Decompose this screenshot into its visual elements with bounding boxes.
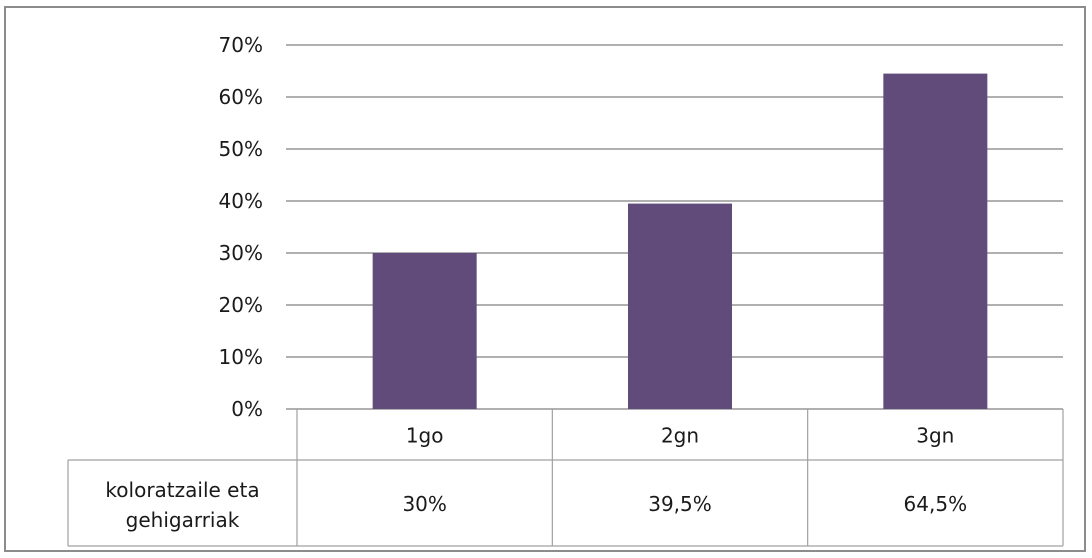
bar-1go [372, 253, 477, 409]
y-tick-label: 60% [219, 85, 263, 109]
y-tick-label: 30% [219, 241, 263, 265]
series-name-line: gehigarriak [126, 508, 240, 532]
category-label: 2gn [661, 424, 699, 448]
value-cell: 30% [402, 492, 446, 516]
bar-chart: 0% 10% 20% 30% 40% 50% 60% 70% 1go 2gn 3gn 30% 39,5… [67, 33, 1064, 547]
data-table: 1go 2gn 3gn 30% 39,5% 64,5% koloratzaile eta ge… [67, 409, 1064, 547]
series-name-line: koloratzaile eta [105, 478, 259, 502]
chart-frame: 0% 10% 20% 30% 40% 50% 60% 70% 1go 2gn 3gn 30% 39,5… [4, 6, 1086, 552]
y-tick-label: 0% [231, 397, 263, 421]
series-name: koloratzaile eta gehigarriak [105, 478, 259, 532]
bars [372, 73, 988, 409]
y-tick-label: 50% [219, 137, 263, 161]
y-axis-ticks: 0% 10% 20% 30% 40% 50% 60% 70% [219, 33, 263, 421]
y-tick-label: 10% [219, 345, 263, 369]
value-cell: 39,5% [648, 492, 712, 516]
y-tick-label: 20% [219, 293, 263, 317]
category-label: 3gn [916, 424, 954, 448]
value-cell: 64,5% [904, 492, 968, 516]
bar-2gn [628, 203, 732, 409]
bar-3gn [883, 73, 988, 409]
category-label: 1go [406, 424, 444, 448]
y-tick-label: 40% [219, 189, 263, 213]
y-tick-label: 70% [219, 33, 263, 57]
